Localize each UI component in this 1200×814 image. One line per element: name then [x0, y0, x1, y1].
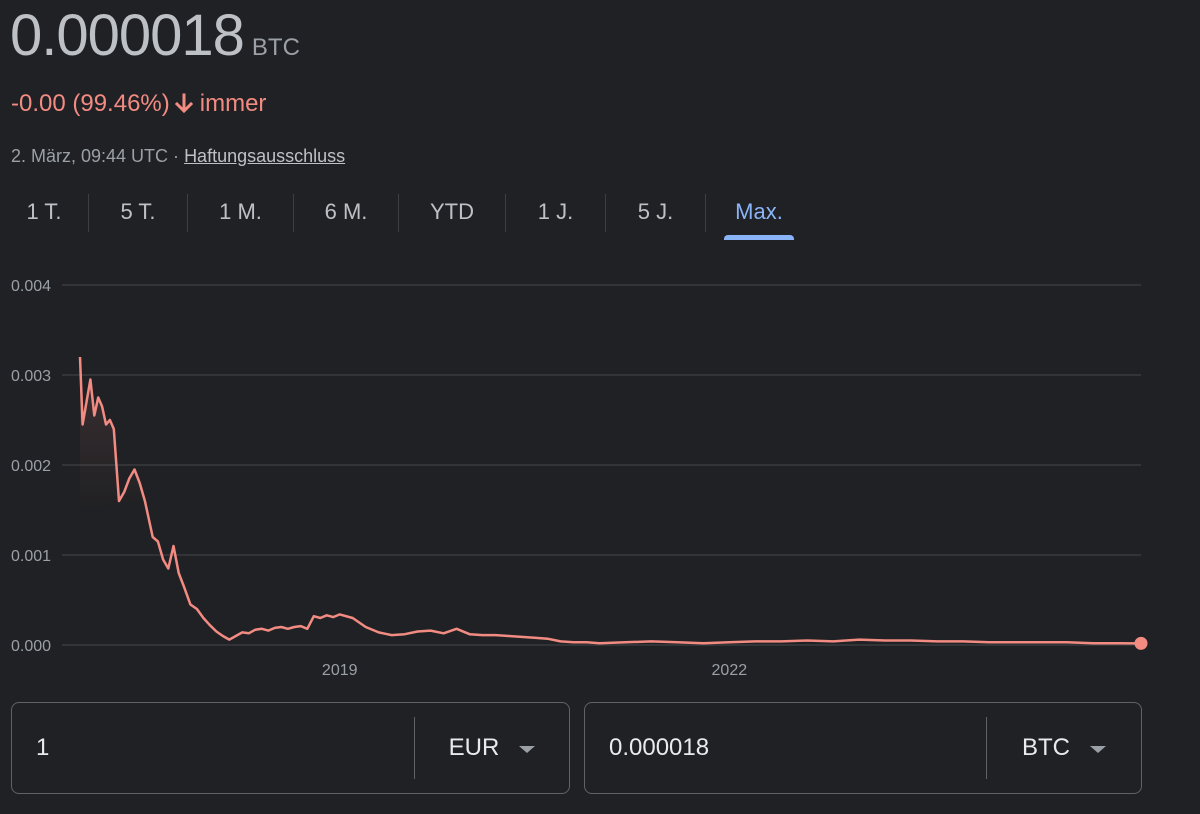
amount-field-left[interactable]: 1: [36, 734, 50, 761]
timestamp: 2. März, 09:44 UTC ·: [11, 146, 185, 166]
currency-select-left[interactable]: EUR: [415, 734, 569, 762]
current-price-dot: [1134, 636, 1148, 650]
change-period: immer: [199, 90, 267, 117]
tab-5-j[interactable]: 5 J.: [637, 199, 674, 224]
y-tick-label: 0.000: [11, 638, 51, 655]
x-tick-label: 2022: [712, 662, 748, 679]
tab-6-m[interactable]: 6 M.: [324, 199, 368, 224]
currency-input-left[interactable]: 1 EUR: [11, 702, 570, 794]
y-tick-label: 0.003: [11, 368, 51, 385]
divider: [986, 717, 987, 779]
dropdown-caret-icon: [1090, 746, 1106, 753]
dropdown-caret-icon: [519, 746, 536, 753]
currency-input-right[interactable]: 0.000018 BTC: [584, 702, 1142, 794]
tab-separator: [505, 194, 506, 232]
divider: [414, 717, 415, 779]
tab-5-t[interactable]: 5 T.: [120, 199, 156, 224]
y-tick-label: 0.002: [11, 458, 51, 475]
x-tick-label: 2019: [322, 662, 358, 679]
tab-1-m[interactable]: 1 M.: [219, 199, 262, 224]
currency-select-right[interactable]: BTC: [987, 734, 1141, 762]
tab-max[interactable]: Max.: [724, 190, 794, 240]
amount-field-right[interactable]: 0.000018: [609, 734, 710, 761]
y-tick-label: 0.001: [11, 548, 51, 565]
price-header: 0.000018 BTC: [10, 2, 300, 70]
price-unit: BTC: [251, 34, 300, 61]
tab-separator: [293, 194, 294, 232]
tab-separator: [398, 194, 399, 232]
change-value: -0.00 (99.46%): [11, 90, 170, 117]
tab-separator: [605, 194, 606, 232]
tab-ytd[interactable]: YTD: [430, 199, 474, 224]
tab-separator: [88, 194, 89, 232]
currency-label-left: EUR: [448, 734, 500, 761]
price-line: [78, 356, 1142, 645]
tab-1-j[interactable]: 1 J.: [537, 199, 574, 224]
disclaimer-link[interactable]: Haftungsausschluss: [184, 146, 346, 166]
currency-label-right: BTC: [1022, 734, 1070, 761]
price-chart: 0.004 0.003 0.002 0.001 0.000 2019 2022: [11, 278, 1148, 679]
tab-separator: [187, 194, 188, 232]
range-tabs: 1 T. 5 T. 1 M. 6 M. YTD 1 J. 5 J. Max.: [0, 190, 794, 240]
arrow-down-icon: [174, 93, 193, 114]
line-fill-area: [80, 357, 145, 510]
price-value: 0.000018: [10, 3, 245, 68]
price-change: -0.00 (99.46%) immer: [11, 90, 266, 118]
tab-separator: [705, 194, 706, 232]
timestamp-line: 2. März, 09:44 UTC · Haftungsausschluss: [11, 146, 345, 167]
tab-1-t[interactable]: 1 T.: [26, 199, 62, 224]
y-tick-label: 0.004: [11, 278, 51, 295]
